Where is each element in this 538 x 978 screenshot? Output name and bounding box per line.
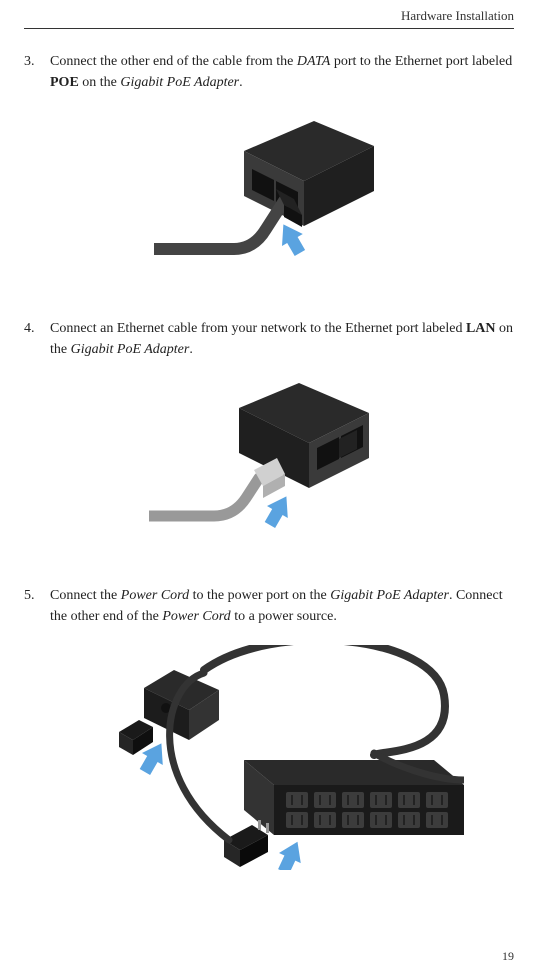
page-header: Hardware Installation [24,0,514,29]
step-5: 5. Connect the Power Cord to the power p… [24,585,514,627]
header-title: Hardware Installation [401,8,514,23]
step-text: Connect the Power Cord to the power port… [50,585,514,627]
step-number: 5. [24,585,50,627]
step-number: 4. [24,318,50,360]
illustration-poe-data [24,111,514,286]
content: 3. Connect the other end of the cable fr… [24,29,514,870]
illustration-poe-lan [24,378,514,553]
illustration-power [24,645,514,870]
step-number: 3. [24,51,50,93]
step-text: Connect an Ethernet cable from your netw… [50,318,514,360]
page-number: 19 [502,949,514,964]
step-text: Connect the other end of the cable from … [50,51,514,93]
step-4: 4. Connect an Ethernet cable from your n… [24,318,514,360]
step-3: 3. Connect the other end of the cable fr… [24,51,514,93]
